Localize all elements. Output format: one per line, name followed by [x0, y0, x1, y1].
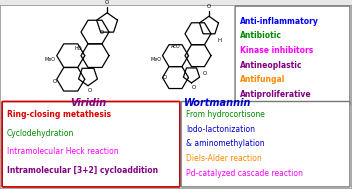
Text: Cyclodehydration: Cyclodehydration	[7, 129, 74, 138]
Text: Antibiotic: Antibiotic	[240, 31, 282, 40]
Text: From hydrocortisone: From hydrocortisone	[186, 110, 265, 119]
Text: Intramolecular [3+2] cycloaddition: Intramolecular [3+2] cycloaddition	[7, 166, 158, 175]
Text: AcO: AcO	[171, 44, 180, 49]
FancyBboxPatch shape	[0, 5, 352, 189]
Text: O: O	[52, 80, 57, 84]
Text: Ring-closing metathesis: Ring-closing metathesis	[7, 110, 111, 119]
Text: Viridin: Viridin	[70, 98, 106, 108]
Text: Antineoplastic: Antineoplastic	[240, 60, 302, 70]
Text: O: O	[100, 30, 104, 35]
Text: Pd-catalyzed cascade reaction: Pd-catalyzed cascade reaction	[186, 169, 303, 177]
Text: O: O	[207, 4, 211, 9]
Text: MeO: MeO	[44, 57, 55, 62]
FancyBboxPatch shape	[235, 6, 350, 105]
Text: O: O	[202, 71, 207, 76]
Text: Iodo-lactonization: Iodo-lactonization	[186, 125, 255, 134]
Text: Kinase inhibitors: Kinase inhibitors	[240, 46, 313, 55]
Text: O: O	[191, 85, 196, 90]
Text: Anti-inflammatory: Anti-inflammatory	[240, 17, 319, 26]
Text: Intramolecular Heck reaction: Intramolecular Heck reaction	[7, 147, 119, 156]
FancyBboxPatch shape	[181, 101, 350, 187]
Text: O: O	[105, 0, 109, 5]
Text: & aminomethylation: & aminomethylation	[186, 139, 265, 148]
Text: Antiproliferative: Antiproliferative	[240, 90, 312, 99]
Text: Antifungal: Antifungal	[240, 75, 285, 84]
Text: O: O	[88, 88, 92, 93]
Text: MeO: MeO	[150, 57, 161, 62]
Text: HO: HO	[75, 46, 82, 51]
Text: H: H	[218, 38, 222, 43]
Text: O: O	[163, 75, 167, 80]
Text: Wortmannin: Wortmannin	[184, 98, 252, 108]
FancyBboxPatch shape	[2, 101, 180, 187]
Text: Diels-Alder reaction: Diels-Alder reaction	[186, 154, 262, 163]
